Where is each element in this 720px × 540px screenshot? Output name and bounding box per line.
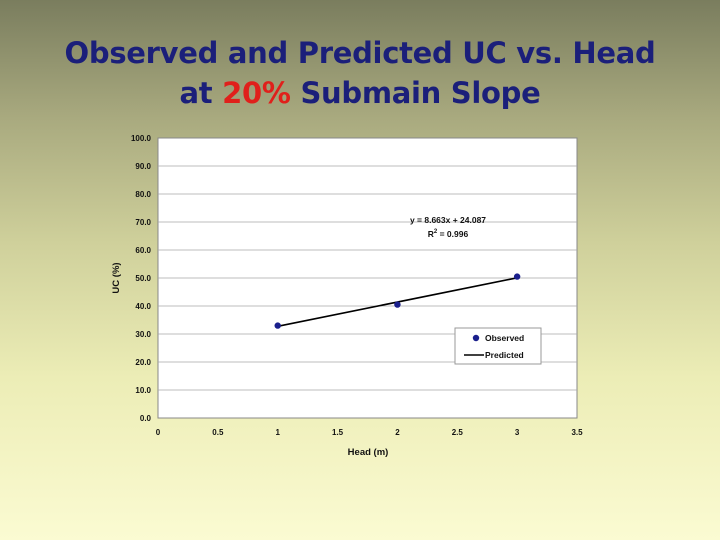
title-slope-percent: 20% [222, 76, 291, 110]
legend: Observed Predicted [454, 327, 542, 365]
y-tick-label: 30.0 [135, 330, 151, 339]
observed-point [394, 301, 401, 308]
x-tick-label: 3.5 [571, 428, 583, 437]
x-tick-label: 1 [275, 428, 280, 437]
x-tick-label: 0 [156, 428, 161, 437]
y-tick-label: 60.0 [135, 246, 151, 255]
x-tick-label: 2.5 [452, 428, 464, 437]
title-prefix: at [179, 76, 223, 110]
observed-point [274, 322, 281, 329]
legend-predicted-label: Predicted [485, 350, 524, 360]
y-tick-label: 50.0 [135, 274, 151, 283]
y-tick-label: 80.0 [135, 190, 151, 199]
r2-letter: R [428, 229, 434, 239]
title-line-2: at 20% Submain Slope [0, 73, 720, 113]
slide-title: Observed and Predicted UC vs. Head at 20… [0, 33, 720, 113]
r2-superscript: 2 [434, 229, 438, 235]
observed-point [513, 273, 521, 280]
legend-observed-marker [472, 334, 480, 342]
y-tick-label: 90.0 [135, 162, 151, 171]
y-tick-label: 10.0 [135, 386, 151, 395]
regression-equation: y = 8.663x + 24.087 [410, 215, 486, 225]
series-group [274, 273, 521, 329]
x-tick-label: 1.5 [332, 428, 344, 437]
y-tick-label: 70.0 [135, 218, 151, 227]
y-tick-labels: 0.0 10.0 20.0 30.0 40.0 50.0 60.0 70.0 80.0 90.0 1… [131, 134, 152, 423]
x-tick-label: 2 [395, 428, 400, 437]
legend-observed-label: Observed [485, 333, 524, 343]
r-squared-label: R2 = 0.996 [428, 229, 469, 239]
title-suffix: Submain Slope [290, 76, 541, 110]
x-tick-label: 3 [515, 428, 520, 437]
y-tick-label: 100.0 [131, 134, 152, 143]
title-line-1: Observed and Predicted UC vs. Head [64, 36, 656, 70]
x-tick-labels: 0 0.5 1 1.5 2 2.5 3 3.5 [156, 428, 583, 437]
y-tick-label: 20.0 [135, 358, 151, 367]
x-tick-label: 0.5 [212, 428, 224, 437]
legend-box [454, 327, 542, 365]
y-tick-label: 40.0 [135, 302, 151, 311]
y-axis-label: UC (%) [111, 262, 122, 293]
x-axis-label: Head (m) [348, 447, 389, 458]
r2-value: = 0.996 [437, 229, 468, 239]
y-tick-label: 0.0 [140, 414, 152, 423]
